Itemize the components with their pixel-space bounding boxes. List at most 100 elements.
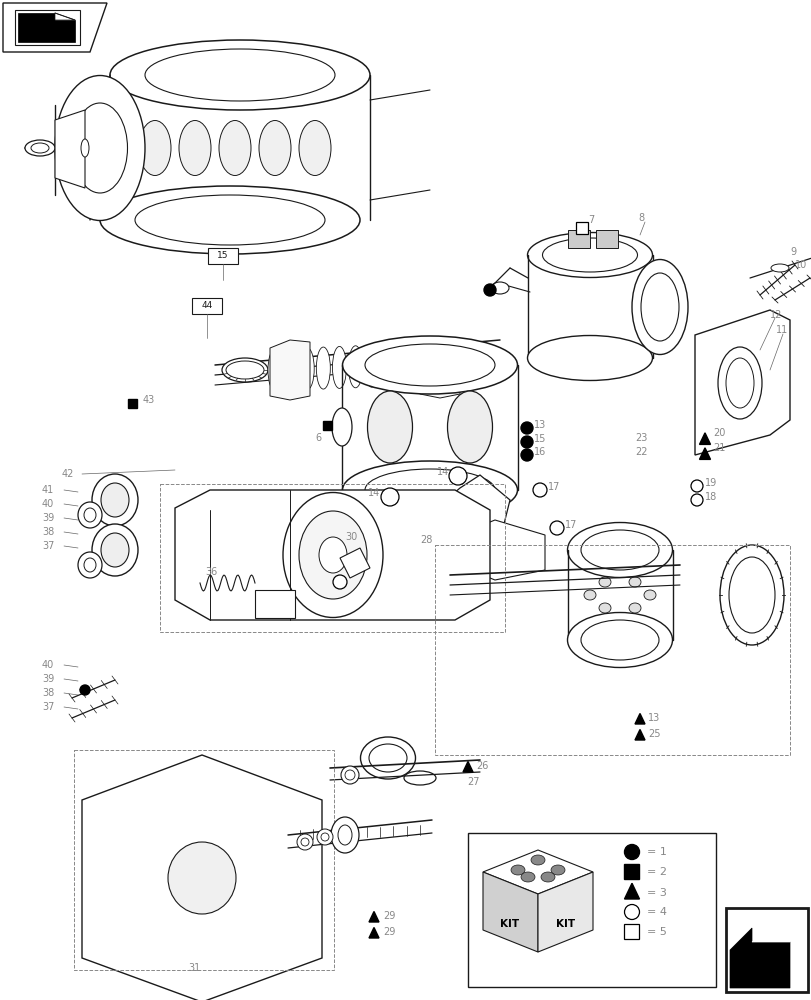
Ellipse shape — [139, 121, 171, 176]
Ellipse shape — [298, 511, 367, 599]
Text: 16: 16 — [534, 447, 546, 457]
Circle shape — [549, 521, 564, 535]
Bar — [624, 864, 639, 879]
Polygon shape — [55, 13, 75, 20]
Ellipse shape — [527, 232, 652, 277]
Ellipse shape — [297, 834, 312, 850]
Ellipse shape — [120, 824, 142, 846]
Text: 37: 37 — [42, 541, 54, 551]
Ellipse shape — [268, 349, 281, 391]
Polygon shape — [82, 755, 322, 1000]
Text: 13: 13 — [534, 420, 546, 430]
Polygon shape — [729, 928, 789, 988]
Ellipse shape — [365, 469, 495, 511]
Ellipse shape — [81, 139, 89, 157]
Text: 11: 11 — [775, 325, 787, 335]
Polygon shape — [419, 338, 460, 398]
Bar — [128, 398, 137, 408]
Ellipse shape — [72, 103, 127, 193]
Ellipse shape — [78, 502, 102, 528]
Polygon shape — [3, 3, 107, 52]
Ellipse shape — [364, 345, 378, 387]
Polygon shape — [175, 490, 489, 620]
Ellipse shape — [583, 590, 595, 600]
Text: 29: 29 — [383, 911, 395, 921]
Text: KIT: KIT — [500, 919, 519, 929]
Ellipse shape — [332, 346, 346, 388]
Ellipse shape — [631, 259, 687, 355]
Text: 7: 7 — [587, 215, 594, 225]
Text: 29: 29 — [383, 927, 395, 937]
Polygon shape — [483, 872, 538, 952]
Ellipse shape — [31, 143, 49, 153]
Ellipse shape — [719, 545, 783, 645]
Polygon shape — [751, 912, 789, 942]
Ellipse shape — [342, 336, 517, 394]
Ellipse shape — [221, 358, 268, 382]
Circle shape — [624, 904, 639, 919]
Text: 38: 38 — [42, 527, 54, 537]
Polygon shape — [698, 448, 710, 459]
Ellipse shape — [368, 744, 406, 772]
Ellipse shape — [178, 121, 211, 176]
Ellipse shape — [225, 361, 264, 379]
Circle shape — [532, 483, 547, 497]
Circle shape — [448, 467, 466, 485]
Ellipse shape — [298, 121, 331, 176]
Polygon shape — [474, 520, 544, 580]
Bar — [725, 908, 807, 992]
Text: 43: 43 — [143, 395, 155, 405]
Polygon shape — [698, 433, 710, 444]
Ellipse shape — [640, 273, 678, 341]
Circle shape — [80, 685, 90, 695]
Text: 44: 44 — [201, 302, 212, 310]
Text: 23: 23 — [634, 433, 646, 443]
Ellipse shape — [540, 872, 554, 882]
Bar — [575, 222, 587, 234]
Ellipse shape — [66, 137, 88, 159]
Polygon shape — [18, 13, 75, 42]
Circle shape — [521, 449, 532, 461]
Ellipse shape — [267, 829, 279, 841]
Ellipse shape — [527, 336, 652, 380]
Text: 27: 27 — [466, 777, 479, 787]
Polygon shape — [634, 714, 644, 724]
Ellipse shape — [342, 461, 517, 519]
Ellipse shape — [320, 833, 328, 841]
Polygon shape — [624, 883, 639, 899]
Ellipse shape — [150, 824, 254, 932]
Ellipse shape — [78, 552, 102, 578]
Bar — [595, 230, 617, 248]
Ellipse shape — [84, 508, 96, 522]
Polygon shape — [694, 310, 789, 455]
Polygon shape — [340, 548, 370, 578]
Ellipse shape — [447, 391, 492, 463]
Ellipse shape — [397, 344, 410, 386]
Ellipse shape — [100, 186, 359, 254]
Ellipse shape — [337, 825, 351, 845]
Text: 8: 8 — [637, 213, 643, 223]
Polygon shape — [368, 927, 379, 938]
Circle shape — [690, 480, 702, 492]
Ellipse shape — [491, 282, 508, 294]
Bar — [191, 298, 221, 314]
Ellipse shape — [510, 865, 525, 875]
Ellipse shape — [341, 766, 358, 784]
Text: 37: 37 — [42, 702, 54, 712]
Text: 14: 14 — [436, 467, 448, 477]
Text: 38: 38 — [42, 688, 54, 698]
Bar — [323, 420, 332, 430]
Text: 42: 42 — [62, 469, 75, 479]
Text: 40: 40 — [42, 499, 54, 509]
Ellipse shape — [770, 264, 788, 272]
Text: 15: 15 — [534, 434, 546, 444]
Ellipse shape — [219, 121, 251, 176]
Text: 22: 22 — [634, 447, 646, 457]
Ellipse shape — [168, 842, 236, 914]
Bar — [467, 833, 715, 987]
Polygon shape — [538, 872, 592, 952]
Ellipse shape — [725, 358, 753, 408]
Ellipse shape — [629, 577, 640, 587]
Ellipse shape — [125, 829, 137, 841]
Text: 15: 15 — [217, 251, 229, 260]
